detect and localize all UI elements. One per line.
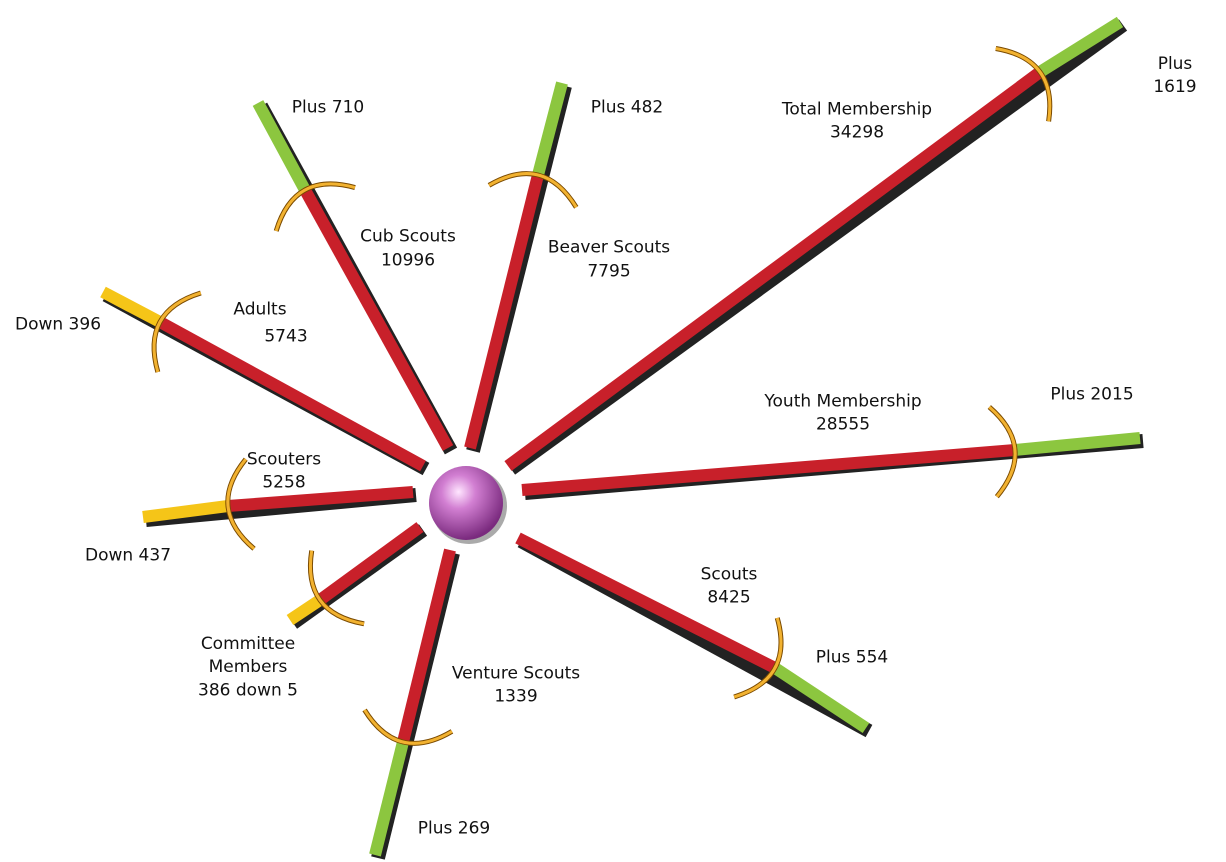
item-name: Total Membership xyxy=(782,99,932,122)
blade-tip xyxy=(775,668,866,728)
item-change: Plus 2015 xyxy=(1050,384,1133,407)
blade-tip xyxy=(103,292,160,322)
item-total: 386 down 5 xyxy=(198,680,298,703)
item-change: Plus 269 xyxy=(418,818,490,841)
diagram xyxy=(0,0,1226,862)
item-name: Cub Scouts xyxy=(360,226,456,249)
blade xyxy=(522,450,1015,490)
item-name: Youth Membership xyxy=(764,391,921,414)
item-change: Down 396 xyxy=(15,314,101,337)
item-change: Plus 710 xyxy=(292,97,364,120)
item-total: 34298 xyxy=(830,122,884,145)
item-total: 1339 xyxy=(494,686,537,709)
infographic: Total Membership34298 Plus 1619 Youth Memb… xyxy=(0,0,1226,862)
blade xyxy=(320,527,420,600)
item-change: Plus 482 xyxy=(591,97,663,120)
hub xyxy=(429,466,503,540)
item-total: 28555 xyxy=(816,414,870,437)
item-name: Scouts xyxy=(701,564,758,587)
item-change: Down 437 xyxy=(85,545,171,568)
item-total: 5258 xyxy=(262,472,305,495)
blade-tip xyxy=(290,600,320,620)
blade xyxy=(403,550,450,742)
blade xyxy=(470,175,538,448)
item-total: 8425 xyxy=(707,587,750,610)
item-change: Plus 554 xyxy=(816,647,888,670)
item-total: 10996 xyxy=(381,250,435,273)
item-name: Venture Scouts xyxy=(452,663,580,686)
item-total: 5743 xyxy=(264,326,307,349)
item-name: Scouters xyxy=(247,449,321,472)
item-name: Committee Members xyxy=(193,633,303,679)
item-name: Beaver Scouts xyxy=(548,237,670,260)
item-total: 7795 xyxy=(587,261,630,284)
item-change: Plus 1619 xyxy=(1150,53,1201,99)
item-name: Adults xyxy=(233,299,286,322)
